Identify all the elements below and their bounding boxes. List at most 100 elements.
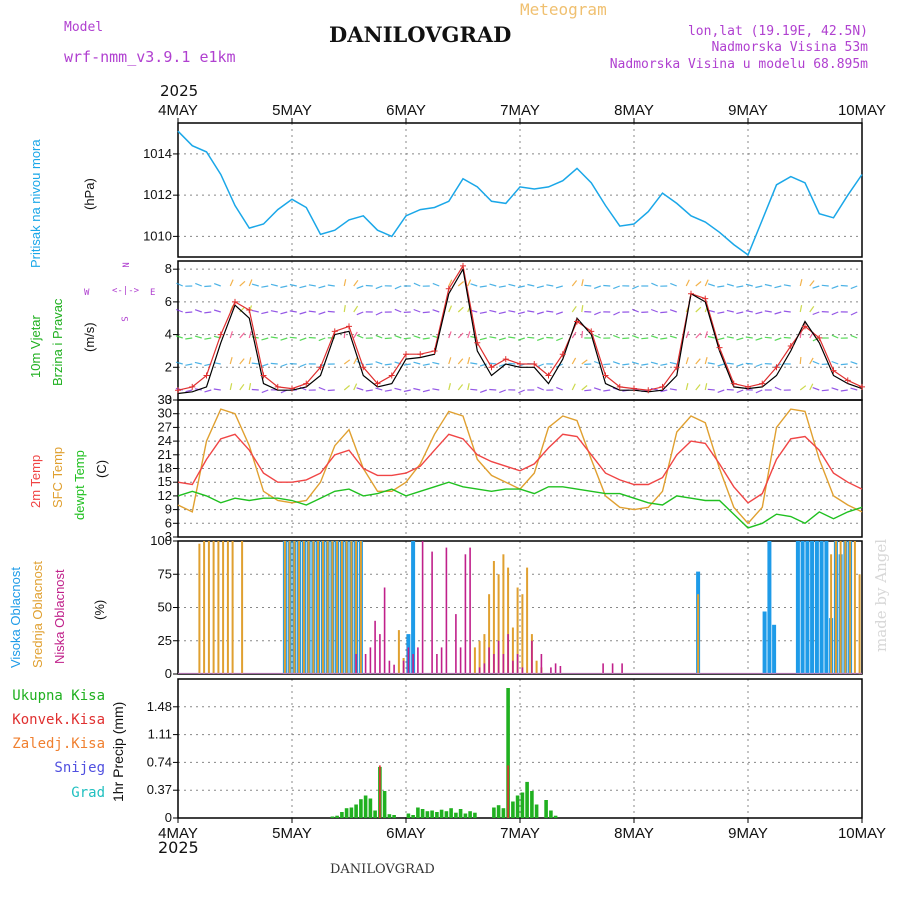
wind-direction-arrow — [194, 335, 202, 339]
coords-text: lon,lat (19.19E, 42.5N) — [687, 24, 868, 39]
wind-direction-arrow — [467, 383, 470, 391]
wind-direction-arrow — [403, 337, 411, 340]
wind-direction-arrow — [704, 383, 708, 391]
wind-direction-arrow — [343, 305, 346, 313]
wind-direction-arrow — [394, 285, 402, 290]
precip-total-bar — [330, 816, 335, 818]
time-label-top: 9MAY — [728, 102, 768, 119]
low-cloud-bar — [497, 640, 500, 675]
low-cloud-bar — [469, 547, 471, 674]
wind-direction-arrow — [745, 283, 753, 287]
low-cloud-bar — [550, 667, 552, 674]
wind-direction-arrow — [571, 357, 577, 365]
wind-direction-arrow — [704, 357, 708, 365]
wind-direction-arrow — [850, 361, 858, 365]
wind-gust-marker — [175, 387, 181, 394]
mid-cloud-bar — [226, 541, 229, 674]
low-cloud-bar — [431, 551, 433, 674]
wind-direction-arrow — [809, 383, 814, 391]
wind-gust-marker — [602, 372, 609, 379]
mid-cloud-bar — [217, 541, 220, 674]
wind-direction-arrow — [353, 279, 359, 287]
y-tick-label: 27 — [158, 419, 172, 434]
wind-direction-arrow — [622, 337, 630, 340]
wind-direction-arrow — [831, 360, 839, 365]
wind-direction-arrow — [289, 283, 297, 287]
low-cloud-bar — [493, 654, 495, 674]
low-cloud-bar — [369, 647, 372, 674]
wind-direction-arrow — [457, 332, 464, 339]
wind-gust-marker — [545, 372, 552, 379]
wind-direction-arrow — [318, 311, 326, 315]
precip-total-bar — [496, 805, 501, 818]
wind-direction-arrow — [584, 389, 592, 392]
wind-direction-arrow — [809, 280, 815, 287]
low-cloud-bar — [393, 664, 395, 674]
wind-gust-marker — [745, 383, 751, 390]
low-cloud-bar — [445, 547, 448, 674]
wind-gust-marker — [588, 328, 595, 335]
wind-direction-arrow — [726, 362, 734, 365]
wind-direction-arrow — [594, 334, 601, 339]
wind-direction-arrow — [650, 361, 658, 365]
mid-cloud-bar — [241, 541, 244, 674]
wind-direction-arrow — [261, 285, 269, 288]
low-cloud-bar — [559, 666, 562, 674]
wind-direction-arrow — [556, 386, 563, 391]
wind-direction-arrow — [327, 310, 335, 313]
wind-direction-arrow — [353, 331, 358, 339]
wind-direction-arrow — [204, 337, 212, 340]
wind-direction-arrow — [280, 285, 288, 289]
wind-direction-arrow — [593, 285, 601, 289]
precip-total-bar — [387, 814, 392, 818]
wind-direction-arrow — [432, 282, 440, 287]
wind-direction-arrow — [799, 356, 802, 365]
y-tick-label: 2 — [165, 359, 172, 374]
wind-direction-arrow — [831, 387, 839, 391]
wind-direction-arrow — [299, 285, 307, 289]
wind-direction-arrow — [479, 285, 487, 288]
wind-gust-marker — [531, 361, 538, 368]
wind-gust-marker — [346, 323, 352, 330]
high-cloud-bar — [814, 541, 819, 674]
y-tick-label: 1.11 — [148, 727, 172, 742]
low-cloud-bar — [512, 660, 514, 674]
wind-direction-arrow — [318, 386, 326, 391]
wind-direction-arrow — [736, 311, 744, 315]
wind-direction-arrow — [289, 310, 297, 313]
y-tick-label: 100 — [150, 533, 172, 548]
wind-gust-marker — [659, 383, 666, 390]
wind-direction-arrow — [432, 309, 440, 313]
wind-gust-marker — [417, 351, 424, 358]
wind-gust-marker — [488, 364, 495, 371]
wind-gust-marker — [388, 372, 395, 379]
wind-direction-arrow — [546, 284, 554, 287]
wind-direction-arrow — [670, 282, 677, 287]
wind-gust-marker — [816, 334, 823, 341]
wind-direction-arrow — [413, 335, 421, 339]
wind-direction-arrow — [261, 337, 269, 341]
wind-gust-marker — [645, 387, 652, 394]
legend-total-rain: Ukupna Kisa — [12, 688, 105, 704]
wind-direction-arrow — [660, 363, 668, 366]
mid-cloud-bar — [321, 541, 324, 674]
wind-direction-arrow — [489, 388, 497, 391]
wind-direction-arrow — [717, 389, 725, 393]
time-label-top: 6MAY — [386, 102, 426, 119]
wind-direction-arrow — [432, 361, 440, 365]
wind-direction-arrow — [356, 285, 364, 289]
wind-direction-arrow — [499, 389, 506, 394]
precip-total-bar — [544, 800, 548, 818]
subtitle: Meteogram — [520, 0, 607, 19]
wind-direction-arrow — [745, 362, 753, 365]
wind-direction-arrow — [308, 336, 316, 339]
wind-direction-arrow — [299, 311, 307, 315]
wind-direction-arrow — [261, 311, 269, 315]
high-cloud-bar — [800, 541, 805, 674]
high-cloud-bar — [805, 541, 810, 674]
t2m-line — [177, 433, 863, 504]
footer-title: DANILOVGRAD — [330, 862, 435, 877]
low-cloud-bar — [412, 654, 414, 674]
precip-total-bar — [349, 807, 354, 818]
wind-direction-arrow — [185, 337, 193, 340]
